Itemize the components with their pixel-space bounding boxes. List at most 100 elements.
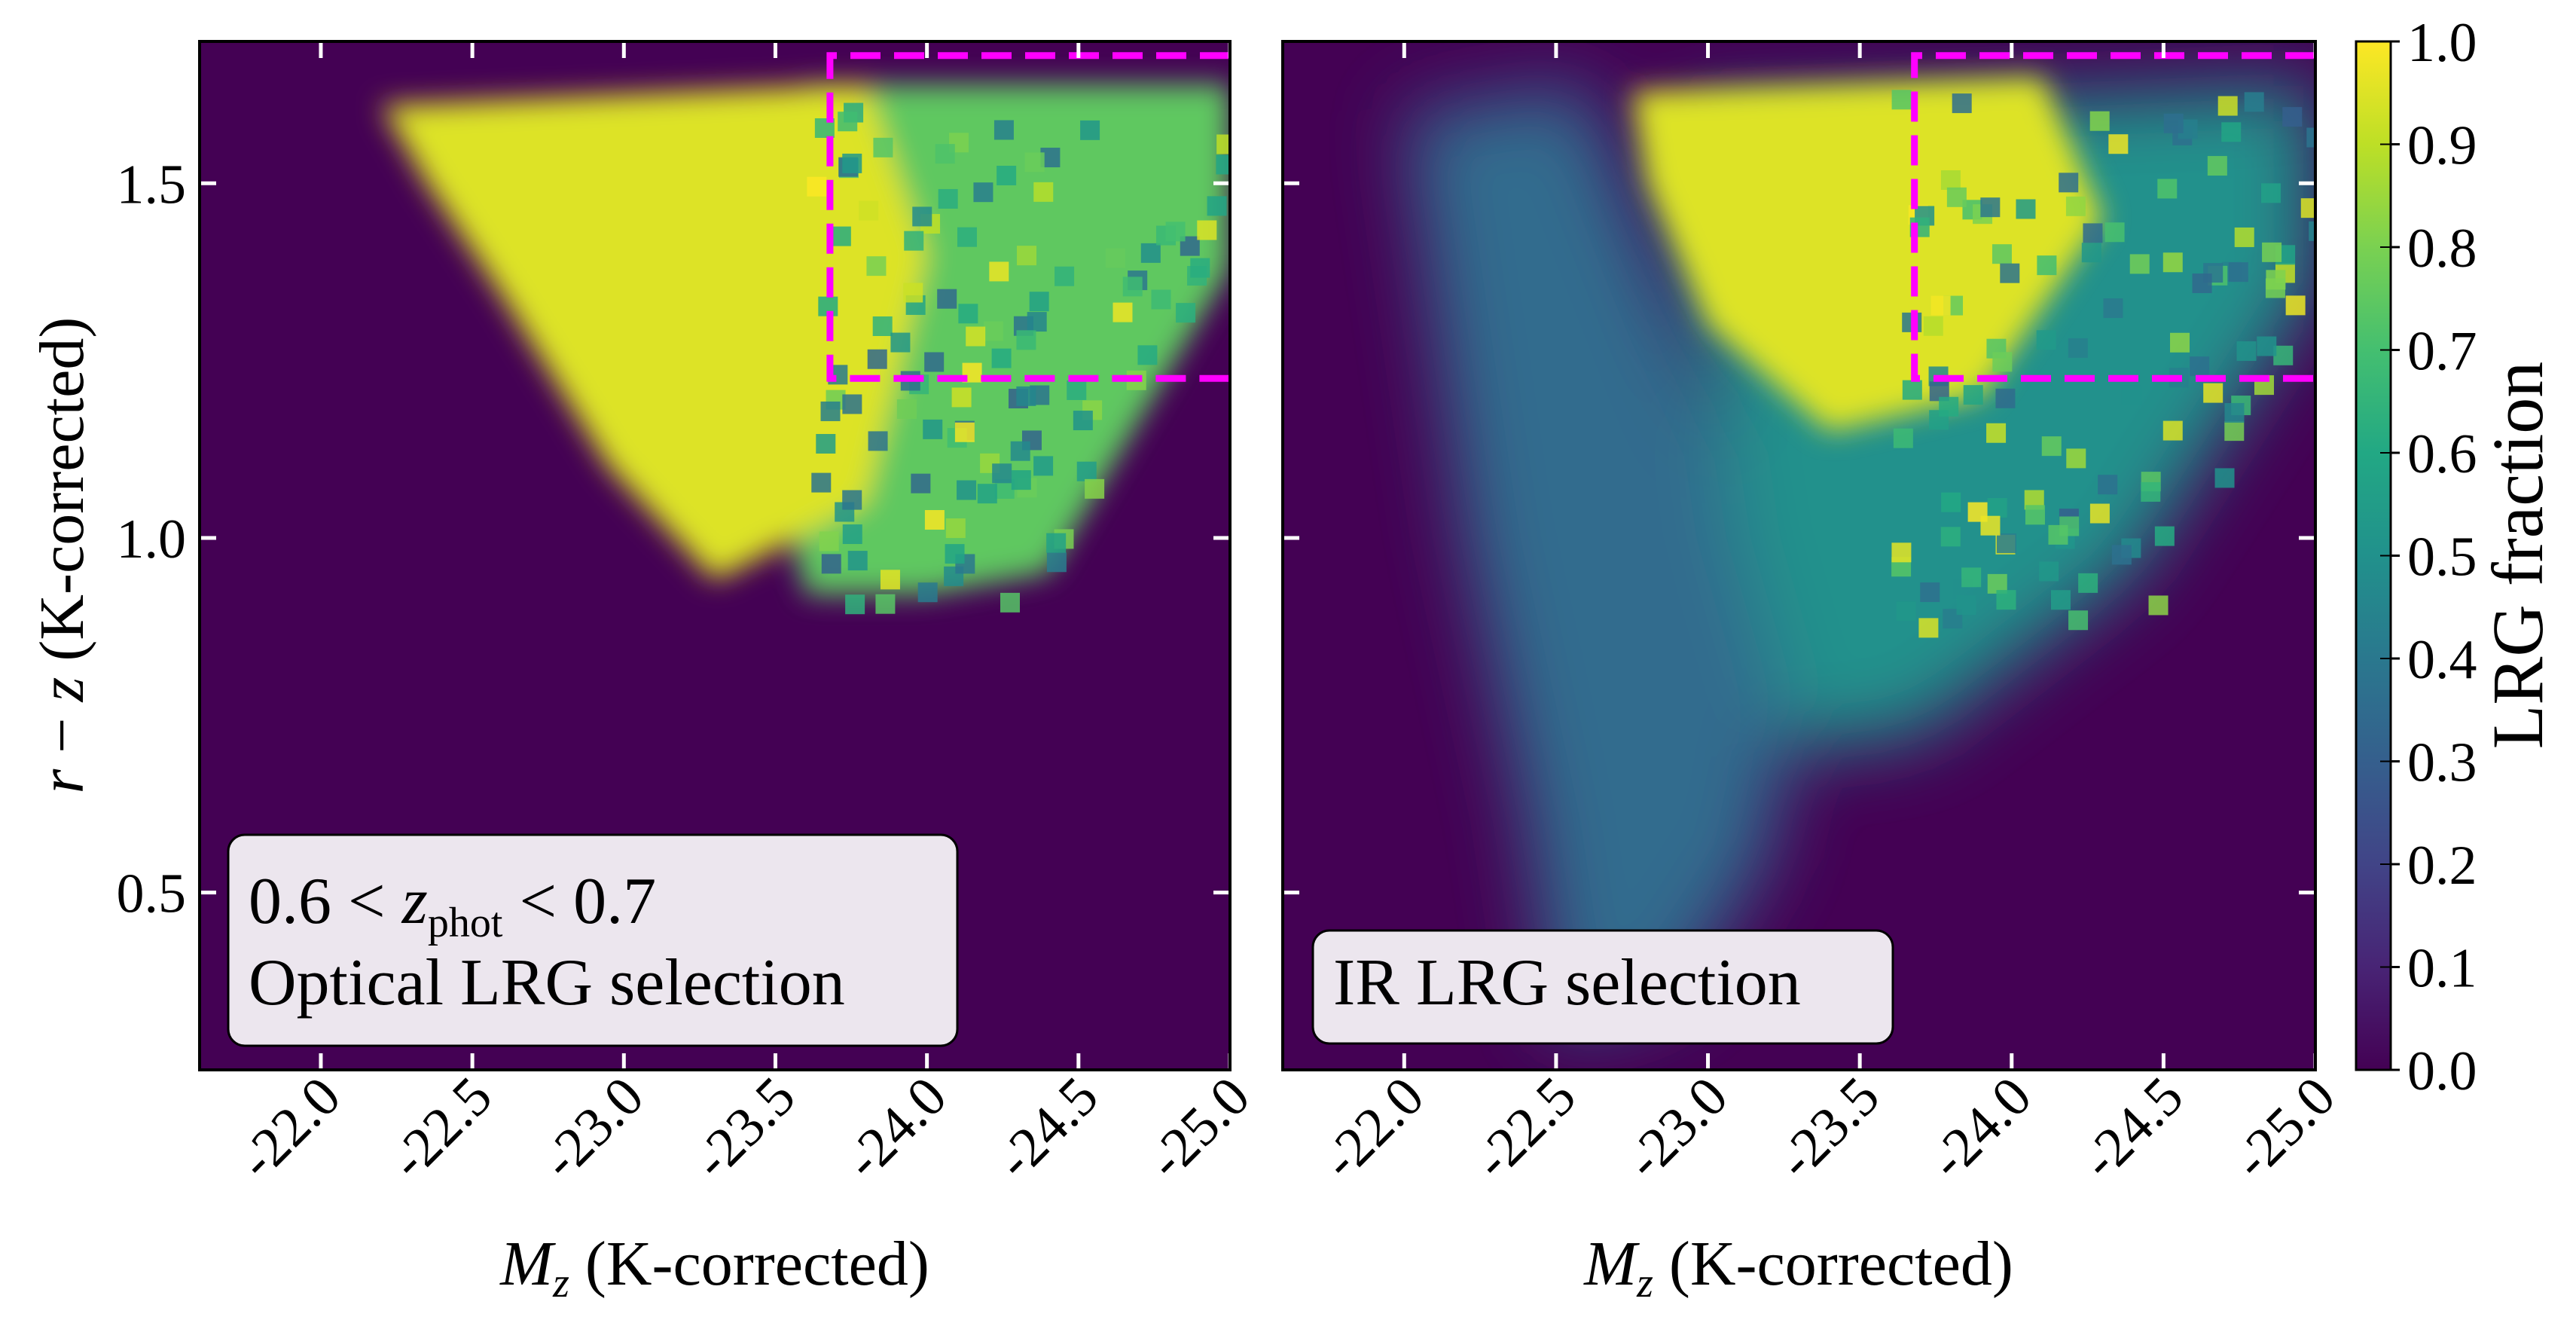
noise-cell: [838, 112, 858, 132]
noise-cell: [2068, 338, 2088, 358]
heatmap-ir: [1404, 77, 2315, 1034]
noise-cell: [2214, 468, 2235, 488]
noise-cell: [859, 200, 879, 221]
noise-cell: [1902, 380, 1922, 400]
noise-cell: [1046, 533, 1067, 553]
noise-cell: [2036, 330, 2056, 350]
noise-cell: [2262, 242, 2282, 262]
noise-cell: [816, 434, 836, 454]
heatmap-optical: [381, 84, 1230, 615]
noise-cell: [2190, 356, 2210, 377]
noise-cell: [890, 332, 911, 353]
y-tick-label: 1.5: [117, 154, 187, 215]
noise-cell: [1073, 411, 1093, 431]
noise-cell: [1996, 533, 2016, 554]
colorbar-tick-label: 1.0: [2407, 12, 2477, 74]
annotation-line1-ir: IR LRG selection: [1333, 946, 1801, 1019]
noise-cell: [917, 582, 938, 603]
panel-ir: -22.0 -22.5 -23.0 -23.5 -24.0 -24.5 -25.0 IR L…: [1281, 40, 2347, 1306]
colorbar-ticks: [2380, 40, 2400, 1071]
noise-cell: [1996, 590, 2016, 610]
noise-cell: [1033, 182, 1054, 202]
noise-cell: [992, 463, 1012, 484]
noise-cell: [924, 509, 945, 530]
noise-cell: [845, 594, 865, 615]
noise-cell: [935, 144, 955, 164]
noise-cell: [2041, 436, 2062, 457]
noise-cell: [1016, 386, 1036, 406]
noise-cell: [1920, 582, 1940, 603]
noise-cell: [2000, 263, 2020, 283]
noise-cell: [1151, 289, 1171, 310]
noise-cell: [983, 321, 1003, 341]
noise-cell: [966, 326, 986, 347]
x-tick-label: -22.5: [1462, 1065, 1588, 1191]
x-tick-label: -22.5: [378, 1065, 504, 1191]
noise-cell: [1995, 388, 2016, 408]
region-core: [381, 84, 927, 581]
noise-cell: [977, 484, 997, 504]
noise-cell: [1980, 197, 2001, 218]
plot-frame-optical: [198, 40, 1232, 1071]
noise-cell: [2306, 127, 2315, 148]
noise-cell: [1987, 497, 2007, 518]
annotation-line1-optical: 0.6 < zphot < 0.7: [249, 865, 656, 946]
noise-cell: [1024, 152, 1045, 173]
noise-cell: [2083, 223, 2103, 243]
noise-cell: [821, 554, 841, 574]
colorbar-tick-label: 0.5: [2407, 527, 2477, 588]
noise-cell: [911, 473, 931, 493]
colorbar-tick-label: 0.7: [2407, 321, 2477, 383]
noise-cell: [2108, 134, 2129, 154]
noise-cell: [1137, 345, 1158, 365]
x-tick-label: -23.0: [530, 1065, 655, 1191]
noise-cell: [1165, 222, 1186, 242]
noise-cell: [1207, 196, 1227, 216]
noise-cell: [1105, 248, 1125, 268]
noise-cell: [2207, 156, 2227, 176]
noise-cell: [2121, 385, 2141, 405]
noise-cell: [842, 394, 862, 414]
x-tick-label: -25.0: [2221, 1065, 2347, 1191]
noise-cell: [958, 304, 978, 324]
selection-box-ir: [1911, 52, 2315, 382]
noise-cell: [1891, 90, 1912, 110]
noise-cell: [1113, 302, 1133, 322]
region-stripe: [1404, 84, 1799, 1034]
noise-cell: [2103, 298, 2123, 319]
noise-cell: [1940, 170, 1961, 190]
x-tick-label: -23.5: [1766, 1065, 1891, 1191]
noise-cell: [2228, 262, 2248, 283]
noise-cell: [2162, 420, 2183, 441]
noise-cell: [2081, 243, 2101, 263]
noise-cell: [1952, 93, 1972, 114]
noise-cell: [2016, 199, 2036, 219]
noise-cell: [2282, 107, 2303, 127]
noise-cell: [1017, 246, 1037, 266]
noise-cell: [1939, 396, 1959, 417]
noise-cell: [2078, 573, 2098, 593]
noise-cell: [2148, 595, 2169, 616]
noise-cell: [938, 188, 958, 209]
noise-cell: [2089, 111, 2110, 131]
noise-cell: [991, 348, 1012, 368]
x-axis-title-optical: Mz (K-corrected): [499, 1229, 929, 1306]
noise-cell: [1961, 567, 1982, 588]
noise-cell: [2257, 336, 2277, 356]
noise-cell: [1076, 461, 1097, 481]
noise-cell: [847, 551, 868, 571]
noise-cells-ir: [1891, 90, 2315, 638]
noise-cell: [831, 226, 851, 246]
annotation-box-optical: [227, 833, 959, 1047]
noise-cell: [1016, 330, 1036, 350]
noise-cell: [1190, 258, 1210, 278]
noise-cell: [1992, 244, 2012, 264]
noise-cell: [2154, 526, 2175, 546]
noise-cell: [2266, 270, 2286, 290]
noise-cell: [2163, 113, 2184, 133]
noise-cell: [1946, 187, 1967, 207]
annotation-box-ir: [1311, 929, 1894, 1045]
noise-cell: [903, 283, 923, 303]
x-tick-label: -24.0: [833, 1065, 959, 1191]
